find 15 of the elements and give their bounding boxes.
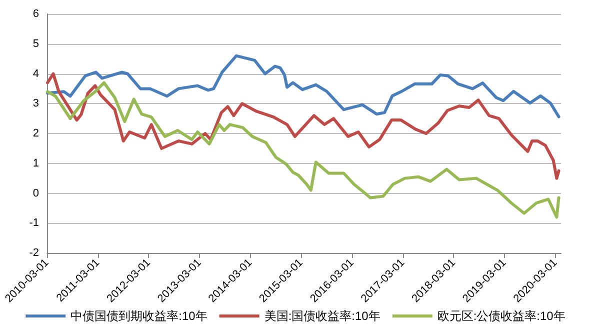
legend-label: 美国:国债收益率:10年 bbox=[264, 309, 380, 323]
y-tick-label: 3 bbox=[32, 98, 39, 110]
y-tick-label: 2 bbox=[32, 128, 39, 140]
y-tick-label: 6 bbox=[32, 8, 39, 20]
y-tick-label: -1 bbox=[29, 217, 39, 230]
y-tick-label: 5 bbox=[32, 38, 39, 50]
line-series bbox=[46, 72, 560, 180]
y-tick-label: 1 bbox=[32, 157, 39, 170]
y-tick-label: 0 bbox=[32, 187, 39, 200]
legend-label: 欧元区:公债收益率:10年 bbox=[437, 309, 566, 323]
y-tick-label: 4 bbox=[32, 68, 39, 80]
line-series bbox=[46, 81, 560, 219]
line-series bbox=[46, 54, 560, 118]
legend-label: 中债国债到期收益率:10年 bbox=[70, 309, 208, 323]
y-tick-label: -2 bbox=[29, 247, 39, 259]
